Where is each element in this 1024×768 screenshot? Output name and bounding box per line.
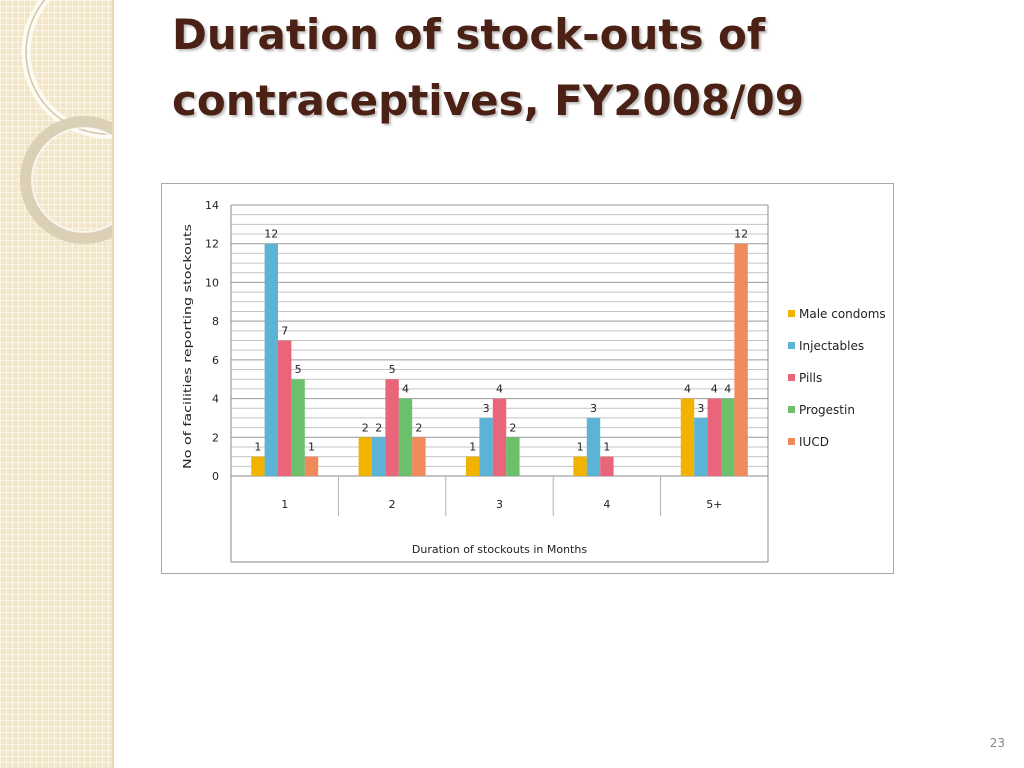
y-tick-label: 14	[205, 199, 219, 212]
x-tick-label: 1	[281, 498, 288, 511]
legend-label: Pills	[799, 371, 822, 385]
bar	[573, 456, 587, 476]
data-label: 4	[496, 383, 503, 396]
x-tick-labels: 1 2 3 4 5+	[281, 476, 722, 516]
bar	[412, 437, 426, 476]
data-label: 3	[697, 402, 704, 415]
legend-swatch	[788, 374, 795, 381]
data-label: 12	[734, 228, 748, 241]
legend-label: IUCD	[799, 435, 829, 449]
data-label: 1	[577, 441, 584, 454]
bar	[372, 437, 386, 476]
bar	[479, 417, 493, 476]
y-tick-label: 10	[205, 276, 219, 289]
data-label: 4	[684, 383, 691, 396]
page-number: 23	[989, 736, 1005, 750]
slide-title: Duration of stock-outs of contraceptives…	[172, 10, 804, 125]
bar	[506, 437, 520, 476]
data-label: 4	[402, 383, 409, 396]
gridlines	[230, 204, 769, 563]
data-label: 1	[469, 441, 476, 454]
legend-label: Progestin	[799, 403, 855, 417]
data-label: 2	[362, 421, 369, 434]
bar	[278, 340, 292, 476]
bar	[600, 456, 614, 476]
data-label: 4	[711, 383, 718, 396]
y-tick-label: 2	[212, 431, 219, 444]
bar	[385, 379, 399, 476]
data-label: 1	[308, 441, 315, 454]
legend-swatch	[788, 438, 795, 445]
legend-swatch	[788, 310, 795, 317]
x-tick-label: 5+	[706, 498, 722, 511]
bar	[466, 456, 480, 476]
legend-swatch	[788, 342, 795, 349]
bar	[586, 417, 601, 476]
x-tick-label: 3	[496, 498, 503, 511]
bar	[291, 379, 305, 476]
data-label: 1	[254, 441, 261, 454]
data-label: 5	[295, 363, 302, 376]
y-tick-labels: 0 2 4 6 8 10 12 14	[205, 199, 219, 483]
data-label: 3	[590, 402, 597, 415]
data-label: 4	[724, 383, 731, 396]
bar	[304, 456, 319, 476]
bar	[721, 398, 735, 476]
bars	[251, 243, 748, 476]
legend: Male condoms Injectables Pills Progestin IUC…	[788, 307, 886, 449]
legend-swatch	[788, 406, 795, 413]
data-label: 12	[264, 228, 278, 241]
bar	[264, 243, 278, 476]
data-label: 2	[375, 421, 382, 434]
x-tick-label: 2	[389, 498, 396, 511]
data-label: 2	[509, 421, 516, 434]
decorative-rings	[20, 0, 112, 244]
y-tick-label: 6	[212, 354, 219, 367]
bar	[707, 398, 721, 476]
data-label: 2	[415, 421, 422, 434]
data-label: 1	[603, 441, 610, 454]
bar	[358, 437, 372, 476]
y-axis-title: No of facilities reporting stockouts	[181, 224, 194, 469]
data-label: 5	[389, 363, 396, 376]
y-tick-label: 4	[212, 393, 219, 406]
legend-label: Injectables	[799, 339, 864, 353]
bar	[398, 398, 413, 476]
y-tick-label: 0	[212, 470, 219, 483]
data-label: 3	[483, 402, 490, 415]
y-tick-label: 8	[212, 315, 219, 328]
side-decoration-panel	[0, 0, 114, 768]
bar	[251, 456, 265, 476]
bar	[492, 398, 507, 476]
x-tick-label: 4	[603, 498, 610, 511]
bar	[694, 417, 708, 476]
x-axis-title: Duration of stockouts in Months	[412, 543, 587, 556]
bar	[680, 398, 695, 476]
bar	[734, 243, 748, 476]
data-label: 7	[281, 325, 288, 338]
legend-label: Male condoms	[799, 307, 886, 321]
y-tick-label: 12	[205, 238, 219, 251]
